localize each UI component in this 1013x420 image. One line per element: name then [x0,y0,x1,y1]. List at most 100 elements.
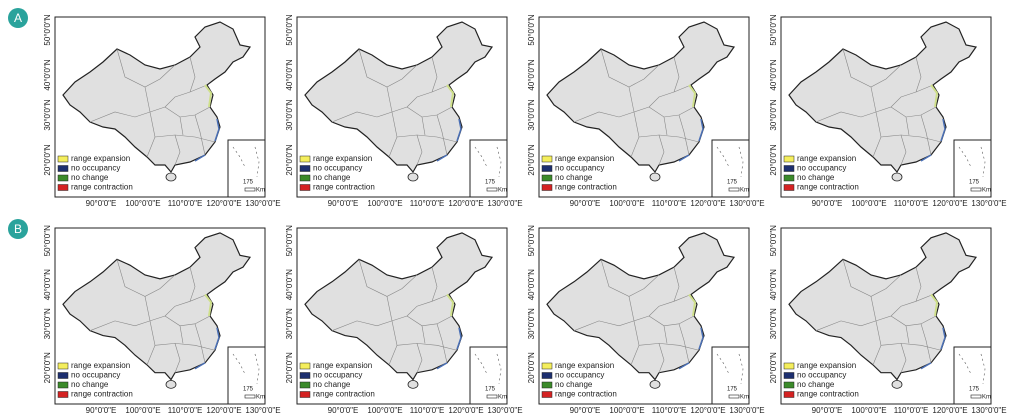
scale-value: 175 [727,180,738,186]
lon-label: 90°0'0"E [812,199,843,208]
province-border [179,116,184,136]
scale-value: 175 [485,387,496,393]
province-border [436,323,448,363]
legend-label: no change [71,380,109,389]
lon-label: 110°0'0"E [894,406,929,415]
legend-swatch [783,165,795,172]
province-border [164,84,208,108]
china-map [788,232,978,389]
panel-badge: B [8,219,28,239]
scale-unit: Km [740,395,749,401]
lat-label: 30°0'0"N [43,308,52,339]
province-border [386,296,398,365]
province-border [638,343,700,351]
legend-label: range expansion [555,154,614,163]
country-outline [788,232,978,381]
legend-swatch [541,165,553,172]
scale-value: 175 [969,387,980,393]
lat-label: 50°0'0"N [285,225,294,256]
province-border [890,315,937,327]
province-border [194,323,206,363]
province-border [179,325,184,344]
legend-swatch [783,381,795,389]
inset-lines [738,146,744,178]
lat-label: 30°0'0"N [43,99,52,130]
province-border [573,106,650,123]
hainan [407,380,419,389]
lon-label: 120°0'0"E [690,406,725,415]
lon-label: 90°0'0"E [328,406,359,415]
legend-swatch [541,381,553,389]
lon-label: 130°0'0"E [729,199,764,208]
lon-label: 130°0'0"E [487,199,522,208]
lat-label: 20°0'0"N [527,352,536,383]
lon-label: 100°0'0"E [609,406,644,415]
province-border [658,134,665,166]
lon-label: 120°0'0"E [690,199,725,208]
scale-unit: Km [982,188,991,194]
scale-unit: Km [740,188,749,194]
lat-label: 30°0'0"N [769,308,778,339]
legend-label: range expansion [71,361,130,370]
legend-label: range contraction [797,183,859,192]
lat-label: 20°0'0"N [285,144,294,175]
china-map [546,232,736,389]
province-border [900,134,907,166]
coast-highlight [204,84,213,108]
scale-value: 175 [969,180,980,186]
lat-label: 50°0'0"N [527,225,536,256]
lat-label: 30°0'0"N [285,99,294,130]
lon-label: 120°0'0"E [206,406,241,415]
province-border [416,343,423,373]
province-border [89,315,166,331]
lon-label: 130°0'0"E [487,406,522,415]
province-border [920,114,932,156]
province-border [663,325,668,344]
coast-highlight [194,362,206,370]
coast-highlight [930,84,939,108]
province-border [406,106,453,118]
lat-label: 30°0'0"N [285,308,294,339]
province-border [189,267,196,302]
country-outline [546,232,736,381]
province-border [673,56,680,93]
province-border [174,134,181,166]
inset-frame [953,139,992,198]
province-border [331,315,408,331]
legend-swatch [783,184,795,191]
province-border [154,343,216,351]
legend-swatch [57,155,69,163]
inset-frame [953,346,992,405]
legend-swatch [57,381,69,389]
province-border [678,323,690,363]
province-border [331,106,408,123]
province-border [164,106,211,118]
province-border [386,86,398,158]
lon-label: 110°0'0"E [894,199,929,208]
lon-label: 100°0'0"E [851,199,886,208]
province-border [416,134,423,166]
legend-label: range expansion [313,361,372,370]
province-border [189,56,196,93]
province-border [648,106,695,118]
lon-label: 110°0'0"E [168,406,203,415]
province-border [154,134,216,143]
province-border [648,84,692,108]
legend-swatch [783,391,795,398]
lon-label: 110°0'0"E [652,406,687,415]
lon-label: 130°0'0"E [971,199,1006,208]
hainan [891,172,903,182]
inset-frame [469,139,508,198]
lat-label: 20°0'0"N [43,352,52,383]
inset-frame [469,346,508,405]
province-border [648,294,692,317]
province-border [880,134,942,143]
scale-bar [970,394,982,399]
province-border [815,315,892,331]
legend-label: no change [313,380,351,389]
coast-highlight [940,327,946,350]
lat-label: 50°0'0"N [43,14,52,45]
scale-value: 175 [485,180,496,186]
